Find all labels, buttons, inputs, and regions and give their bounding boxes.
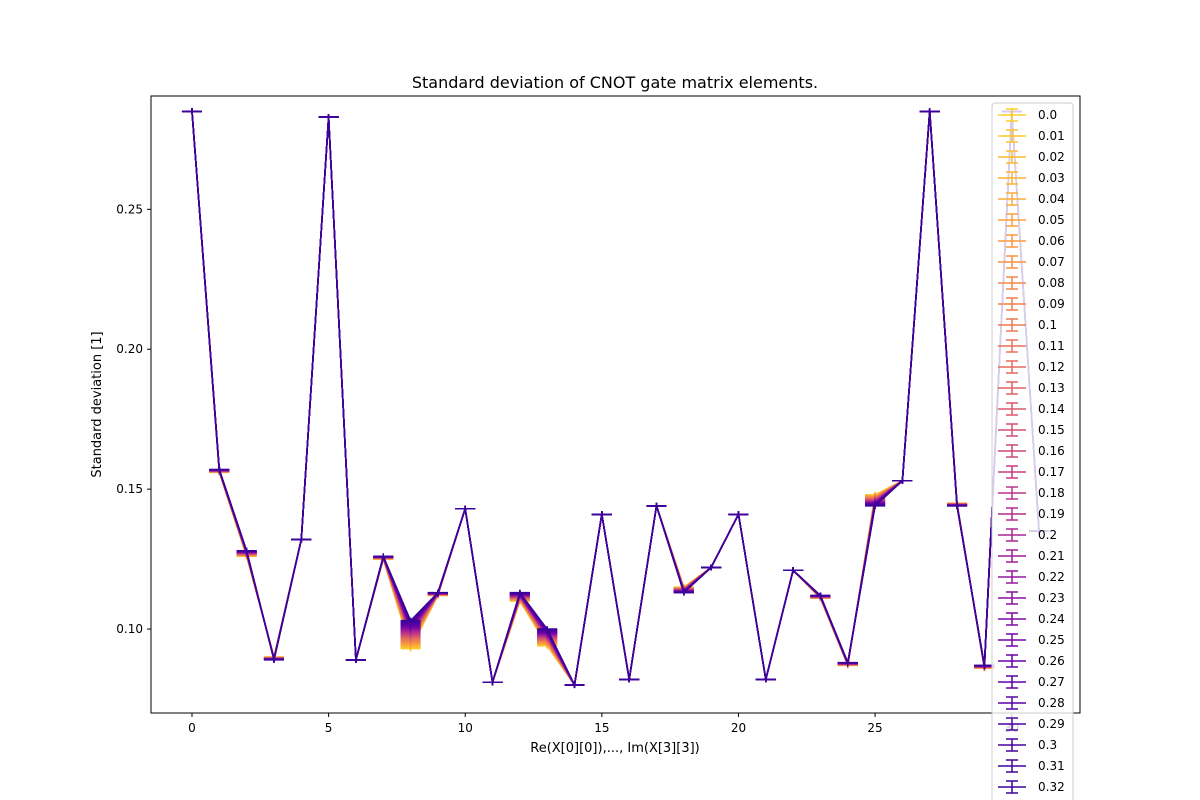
series-line [191,111,1040,688]
legend-label: 0.31 [1038,759,1065,773]
legend-item: 0.26 [998,654,1065,668]
legend-item: 0.32 [998,780,1065,794]
legend-label: 0.21 [1038,549,1065,563]
legend-item: 0.25 [998,633,1065,647]
legend-item: 0.04 [998,192,1065,206]
y-axis-label: Standard deviation [1] [90,331,105,477]
legend-item: 0.0 [998,108,1057,122]
legend-label: 0.0 [1038,108,1057,122]
legend-item: 0.09 [998,297,1065,311]
legend-label: 0.26 [1038,654,1065,668]
legend-label: 0.06 [1038,234,1065,248]
legend-item: 0.13 [998,381,1065,395]
x-axis-label: Re(X[0][0]),..., Im(X[3][3]) [530,741,700,756]
legend-label: 0.19 [1038,507,1065,521]
legend-label: 0.16 [1038,444,1065,458]
legend-item: 0.21 [998,549,1065,563]
legend-item: 0.31 [998,759,1065,773]
y-axis-ticks: 0.10 0.15 0.20 0.25 [116,202,151,636]
legend-label: 0.1 [1038,318,1057,332]
legend-label: 0.12 [1038,360,1065,374]
legend-label: 0.3 [1038,738,1057,752]
legend-item: 0.3 [998,738,1057,752]
legend-label: 0.15 [1038,423,1065,437]
legend-item: 0.08 [998,276,1065,290]
legend-label: 0.25 [1038,633,1065,647]
legend-label: 0.17 [1038,465,1065,479]
y-tick-label: 0.15 [116,482,143,496]
legend-label: 0.11 [1038,339,1065,353]
legend-item: 0.05 [998,213,1065,227]
legend-item: 0.11 [998,339,1065,353]
legend-label: 0.04 [1038,192,1065,206]
legend-item: 0.06 [998,234,1065,248]
chart-title: Standard deviation of CNOT gate matrix e… [412,73,818,92]
legend-label: 0.2 [1038,528,1057,542]
x-tick-label: 0 [188,721,196,735]
y-tick-label: 0.25 [116,202,143,216]
y-tick-label: 0.10 [116,622,143,636]
legend-item: 0.02 [998,150,1065,164]
legend-item: 0.1 [998,318,1057,332]
legend: 0.0 0.01 0.02 0.03 0.04 0.05 0.06 0.07 0.08 0.09 0… [991,102,1074,800]
legend-label: 0.27 [1038,675,1065,689]
legend-item: 0.19 [998,507,1065,521]
legend-label: 0.01 [1038,129,1065,143]
x-tick-label: 20 [731,721,746,735]
legend-item: 0.18 [998,486,1065,500]
legend-label: 0.18 [1038,486,1065,500]
legend-label: 0.32 [1038,780,1065,794]
legend-label: 0.14 [1038,402,1065,416]
legend-item: 0.16 [998,444,1065,458]
legend-item: 0.28 [998,696,1065,710]
legend-item: 0.07 [998,255,1065,269]
legend-item: 0.15 [998,423,1065,437]
legend-item: 0.14 [998,402,1065,416]
x-tick-label: 25 [867,721,882,735]
legend-label: 0.24 [1038,612,1065,626]
legend-label: 0.22 [1038,570,1065,584]
legend-label: 0.08 [1038,276,1065,290]
series-layer [181,108,1050,689]
legend-item: 0.17 [998,465,1065,479]
legend-item: 0.29 [998,717,1065,731]
legend-item: 0.03 [998,171,1065,185]
x-tick-label: 10 [458,721,473,735]
legend-label: 0.29 [1038,717,1065,731]
legend-item: 0.2 [998,528,1057,542]
legend-item: 0.01 [998,129,1065,143]
plot-area-frame [150,95,1081,714]
legend-label: 0.09 [1038,297,1065,311]
y-tick-label: 0.20 [116,342,143,356]
legend-label: 0.13 [1038,381,1065,395]
x-axis-ticks: 051015202530 [188,713,1019,735]
x-tick-label: 5 [325,721,333,735]
legend-label: 0.28 [1038,696,1065,710]
legend-label: 0.05 [1038,213,1065,227]
legend-label: 0.07 [1038,255,1065,269]
legend-item: 0.23 [998,591,1065,605]
legend-item: 0.27 [998,675,1065,689]
legend-item: 0.24 [998,612,1065,626]
legend-label: 0.02 [1038,150,1065,164]
legend-label: 0.23 [1038,591,1065,605]
legend-item: 0.22 [998,570,1065,584]
x-tick-label: 15 [594,721,609,735]
legend-item: 0.12 [998,360,1065,374]
legend-label: 0.03 [1038,171,1065,185]
